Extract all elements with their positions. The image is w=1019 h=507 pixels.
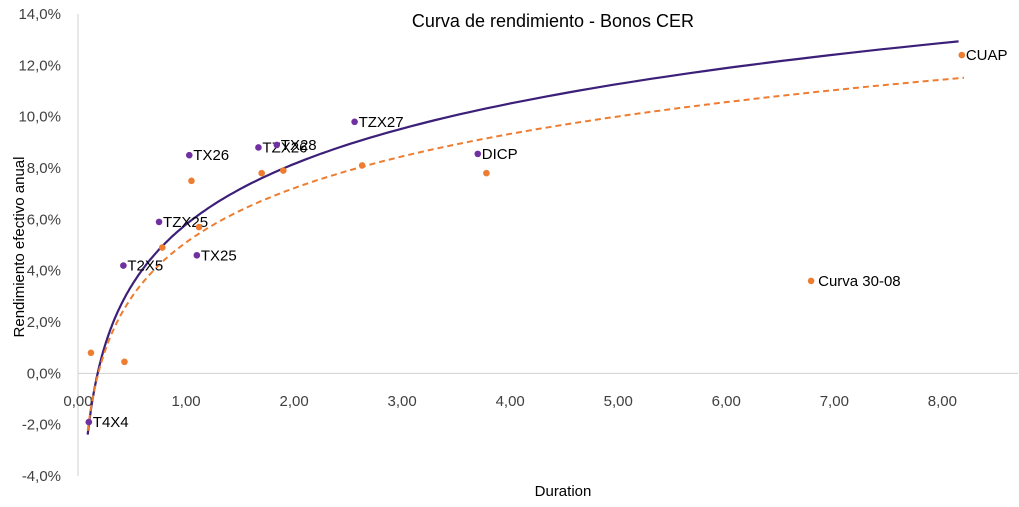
trendlines [86,40,965,435]
x-tick-label: 1,00 [171,393,200,410]
data-point [155,218,163,226]
y-tick-label: -2,0% [22,417,61,434]
y-tick-label: 12,0% [18,57,61,74]
data-point [255,144,262,151]
data-point [273,141,281,149]
data-label: TZX27 [359,114,404,131]
data-point [87,349,95,357]
y-tick-label: 4,0% [27,263,61,280]
data-label: TX26 [193,147,229,164]
x-tick-label: 0,00 [63,393,92,410]
data-point [185,151,193,159]
y-tick-label: 0,0% [27,365,61,382]
x-tick-label: 3,00 [388,393,417,410]
trendline-solid [86,40,959,435]
data-point [258,169,265,177]
data-point [958,51,966,59]
y-tick-label: -4,0% [22,468,61,485]
data-label: TX28 [281,137,317,154]
data-point [351,118,358,126]
x-tick-label: 2,00 [279,393,308,410]
data-label: T4X4 [93,414,129,431]
data-point [358,162,366,169]
legend-marker [807,277,815,285]
y-tick-label: 2,0% [27,314,61,331]
axes: -4,0% -2,0% 0,0% 2,0% 4,0% 6,0% 8,0% 10,0% 12,0%… [18,6,1018,485]
y-tick-label: 6,0% [27,211,61,228]
chart-title: Curva de rendimiento - Bonos CER [412,11,694,31]
data-label: DICP [482,146,518,163]
trendline-dashed [86,76,965,432]
x-tick-label: 5,00 [604,393,633,410]
x-tick-label: 6,00 [712,393,741,410]
data-point [120,262,127,269]
data-point [193,251,201,259]
x-tick-label: 4,00 [496,393,525,410]
y-tick-label: 10,0% [18,109,61,126]
y-tick-label: 14,0% [18,6,61,23]
data-label: CUAP [966,47,1008,64]
data-point [474,150,482,158]
x-tick-label: 8,00 [928,393,957,410]
data-point [483,169,490,177]
data-point [121,358,128,366]
data-point [158,244,166,251]
data-points: T4X4T2X5TZX25TX26TX25TZX26TX28TZX27DICPC… [85,47,1008,431]
data-point [188,177,195,185]
data-point [85,418,93,426]
y-axis-label: Rendimiento efectivo anual [11,157,28,338]
data-label: TX25 [201,247,237,264]
y-tick-label: 8,0% [27,160,61,177]
x-tick-label: 7,00 [820,393,849,410]
data-label: TZX26 [262,139,307,156]
data-point [195,223,203,231]
data-label: T2X5 [127,258,163,275]
legend-label: Curva 30-08 [818,273,901,290]
x-axis-label: Duration [535,483,592,500]
data-point [279,167,287,174]
